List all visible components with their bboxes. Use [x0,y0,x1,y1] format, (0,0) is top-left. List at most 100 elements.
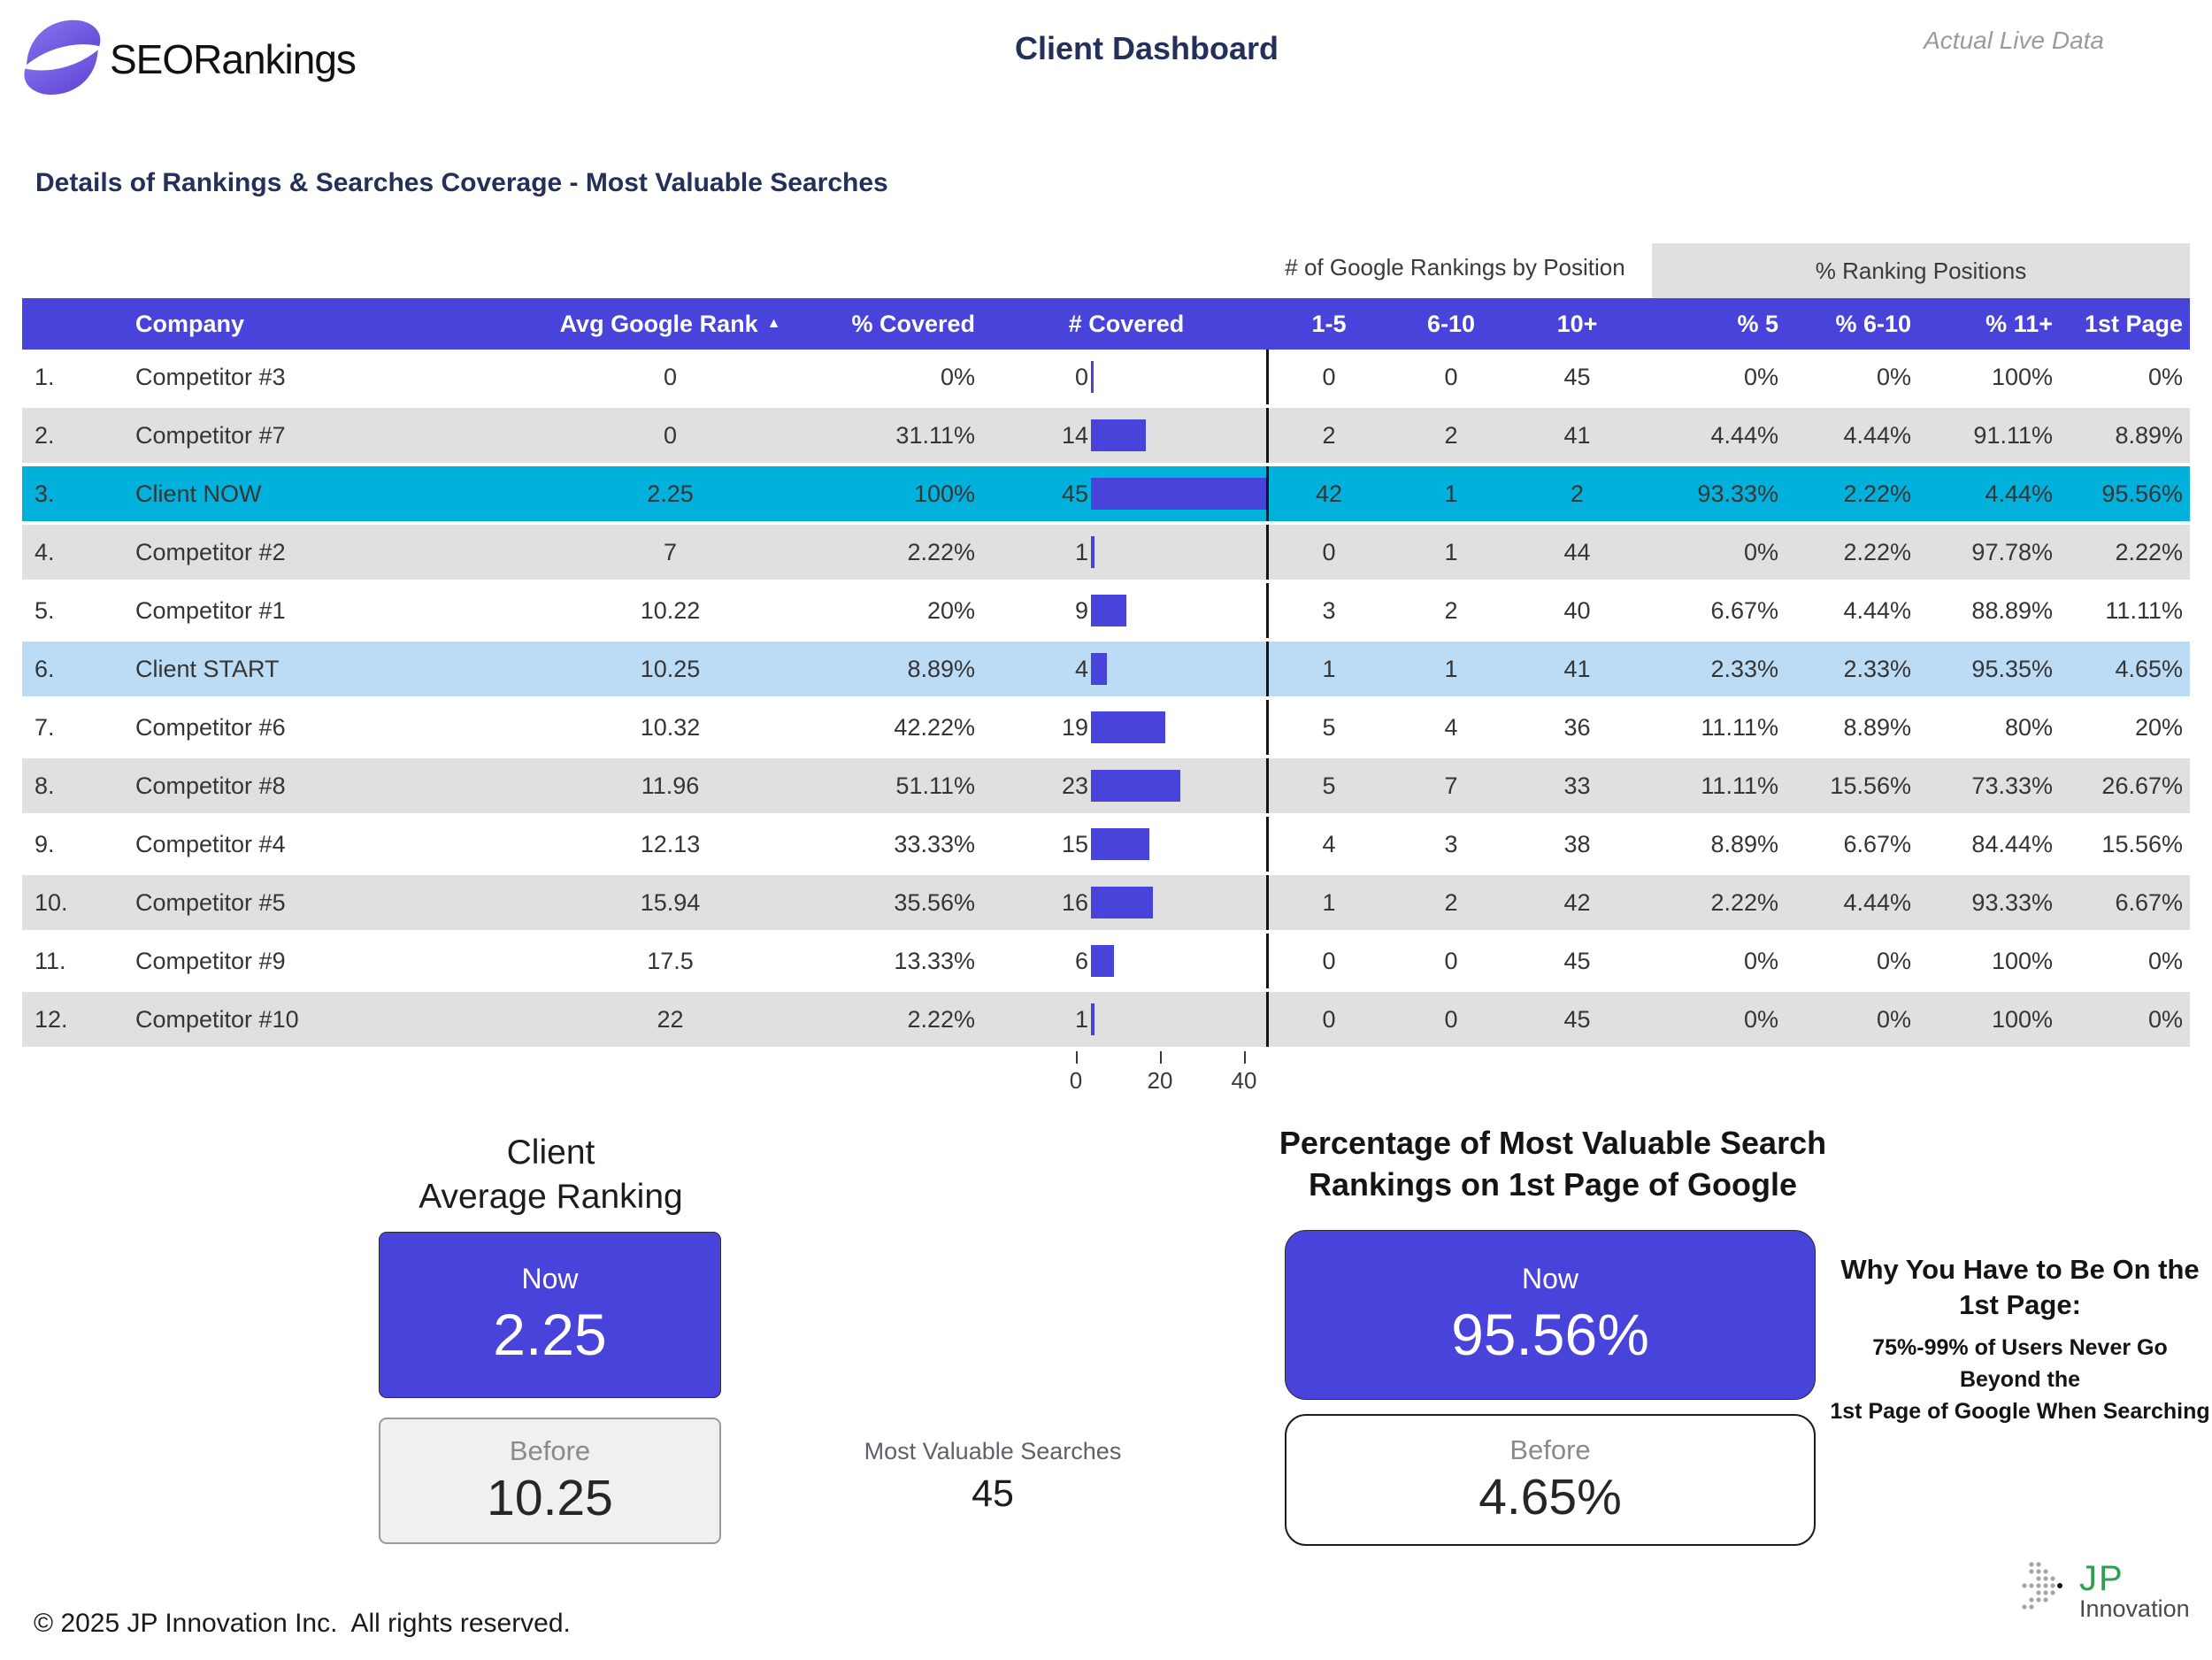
pct-6-10-cell: 2.22% [1843,538,1911,565]
rank-10plus-cell: 45 [1563,363,1591,390]
copyright-text: © 2025 JP Innovation Inc. All rights res… [34,1609,571,1638]
rank-10plus-cell: 38 [1563,830,1591,857]
first-page-pct-title-line2: Rankings on 1st Page of Google [1308,1166,1798,1203]
most-valuable-searches-label: Most Valuable Searches [864,1438,1122,1464]
avg-ranking-before-value: 10.25 [487,1469,613,1526]
avg-rank-cell: 2.25 [647,480,694,507]
header-pct-11plus[interactable]: % 11+ [1985,310,2053,337]
num-covered-cell: 16 [1061,888,1088,916]
pct-covered-cell: 2.22% [907,538,975,565]
table-row: 6. Client START 10.25 8.89% 4 1 1 41 2.3… [22,642,2190,696]
first-page-cell: 15.56% [2101,830,2183,857]
table-row: 12. Competitor #10 22 2.22% 1 0 0 45 0% … [22,992,2190,1047]
pct-5-cell: 6.67% [1710,596,1778,624]
rank-10plus-cell: 41 [1563,655,1591,682]
pct-11plus-cell: 4.44% [1985,480,2053,507]
rank-6-10-cell: 0 [1444,1005,1458,1033]
first-page-cell: 26.67% [2101,772,2183,799]
table-row: 9. Competitor #4 12.13 33.33% 15 4 3 38 … [22,817,2190,872]
pct-5-cell: 11.11% [1701,713,1778,741]
rank-6-10-cell: 1 [1444,480,1458,507]
avg-rank-cell: 10.32 [640,713,701,741]
avg-ranking-now-card: Now 2.25 [379,1232,721,1398]
jp-innovation-wordmark: JP Innovation [2079,1559,2190,1625]
header-6-10[interactable]: 6-10 [1426,310,1476,337]
table-row: 10. Competitor #5 15.94 35.56% 16 1 2 42… [22,875,2190,930]
first-page-cell: 20% [2134,713,2183,741]
rank-6-10-cell: 2 [1444,888,1458,916]
rank-1-5-cell: 5 [1322,772,1336,799]
num-covered-cell: 1 [1074,538,1088,565]
header-pct-6-10[interactable]: % 6-10 [1835,310,1911,337]
axis-label-0: 0 [1069,1067,1083,1094]
header-num-covered[interactable]: # Covered [1068,310,1185,337]
header-1-5[interactable]: 1-5 [1311,310,1347,337]
first-page-pct-title: Percentage of Most Valuable Search Ranki… [1221,1122,1885,1205]
rank-1-5-cell: 0 [1322,1005,1336,1033]
pct-11plus-cell: 95.35% [1971,655,2053,682]
header-avg-google-rank[interactable]: Avg Google Rank ▲ [540,298,801,350]
company-cell: Competitor #4 [135,830,286,857]
covered-bar-cell [1091,408,1269,463]
company-cell: Competitor #3 [135,363,286,390]
table-row: 4. Competitor #2 7 2.22% 1 0 1 44 0% 2.2… [22,525,2190,580]
covered-bar-cell [1091,875,1269,930]
pct-covered-cell: 2.22% [907,1005,975,1033]
first-page-now-card: Now 95.56% [1285,1230,1816,1400]
company-cell: Competitor #2 [135,538,286,565]
group-header-spacer [22,243,1269,298]
header-pct-5[interactable]: % 5 [1737,310,1778,337]
pct-5-cell: 2.33% [1710,655,1778,682]
before-label: Before [509,1434,591,1466]
row-number: 6. [35,655,55,682]
pct-5-cell: 0% [1743,538,1778,565]
company-cell: Competitor #9 [135,947,286,974]
section-title: Details of Rankings & Searches Coverage … [35,168,888,197]
covered-bar [1091,1003,1095,1035]
rank-6-10-cell: 0 [1444,363,1458,390]
pct-6-10-cell: 4.44% [1843,421,1911,449]
row-number: 9. [35,830,55,857]
rank-10plus-cell: 33 [1563,772,1591,799]
pct-11plus-cell: 91.11% [1973,421,2053,449]
first-page-cell: 11.11% [2105,596,2183,624]
pct-11plus-cell: 73.33% [1971,772,2053,799]
pct-6-10-cell: 2.22% [1843,480,1911,507]
seorankings-logo-icon [19,12,104,105]
pct-6-10-cell: 8.89% [1843,713,1911,741]
rank-1-5-cell: 5 [1322,713,1336,741]
table-header-row: Company Avg Google Rank ▲ % Covered # Co… [22,298,2190,350]
company-cell: Client NOW [135,480,262,507]
covered-bar-cell [1091,992,1269,1047]
covered-bar [1091,945,1115,977]
first-page-cell: 0% [2147,947,2183,974]
rank-10plus-cell: 42 [1563,888,1591,916]
pct-covered-cell: 42.22% [894,713,975,741]
header-company[interactable]: Company [135,310,245,337]
pct-5-cell: 2.22% [1710,888,1778,916]
covered-bar [1091,770,1181,802]
covered-bar [1091,887,1154,918]
now-label: Now [521,1262,579,1295]
table-row: 2. Competitor #7 0 31.11% 14 2 2 41 4.44… [22,408,2190,463]
avg-rank-cell: 10.25 [640,655,701,682]
header-10plus[interactable]: 10+ [1556,310,1598,337]
avg-rank-cell: 0 [663,421,678,449]
most-valuable-searches-value: 45 [972,1472,1014,1515]
covered-bar [1091,595,1126,626]
avg-ranking-now-value: 2.25 [493,1301,607,1367]
rank-6-10-cell: 4 [1444,713,1458,741]
avg-rank-cell: 7 [663,538,678,565]
avg-rank-cell: 11.96 [641,772,700,799]
pct-5-cell: 11.11% [1701,772,1778,799]
covered-bar-cell [1091,466,1269,521]
header-pct-covered[interactable]: % Covered [851,310,975,337]
header-1st-page[interactable]: 1st Page [2084,310,2183,337]
covered-bar [1091,478,1266,510]
pct-covered-cell: 13.33% [894,947,975,974]
num-covered-cell: 9 [1074,596,1088,624]
first-page-cell: 2.22% [2115,538,2183,565]
covered-bar-cell [1091,934,1269,988]
num-covered-cell: 0 [1074,363,1088,390]
